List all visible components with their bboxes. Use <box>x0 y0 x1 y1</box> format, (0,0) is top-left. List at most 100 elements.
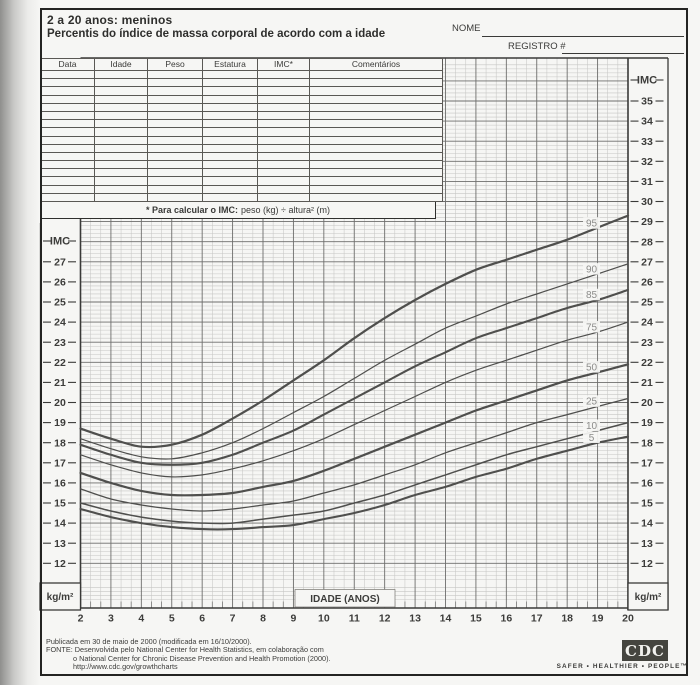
table-cell <box>94 135 148 145</box>
y-tick-right-21: 21 <box>641 377 653 389</box>
table-cell <box>40 78 95 88</box>
table-cell <box>309 94 443 104</box>
x-tick-14: 14 <box>440 613 452 625</box>
page-title: 2 a 20 anos: meninos <box>47 13 173 27</box>
y-tick-left-19: 19 <box>54 417 66 429</box>
table-cell <box>94 160 148 170</box>
registro-label: REGISTRO # <box>508 41 566 52</box>
y-tick-left-21: 21 <box>54 377 66 389</box>
table-cell <box>202 86 258 96</box>
table-cell <box>40 168 95 178</box>
footer-line: FONTE: Desenvolvida pelo National Center… <box>46 645 324 655</box>
y-axis-right: IMC 35 34 33 32 31 30 29 28 27 26 25 24 23 22 21 20 19 18 1… <box>627 75 669 611</box>
table-cell <box>202 143 258 153</box>
y-tick-left-20: 20 <box>54 397 66 409</box>
y-tick-left-12: 12 <box>54 558 66 570</box>
column-header-1: Data <box>40 58 95 71</box>
table-cell <box>147 110 203 121</box>
table-cell <box>147 192 203 203</box>
footer-notes: Publicada em 30 de maio de 2000 (modific… <box>46 637 331 672</box>
x-tick-3: 3 <box>108 613 114 625</box>
table-cell <box>40 160 95 170</box>
y-tick-right-30: 30 <box>641 196 653 208</box>
y-tick-right-32: 32 <box>641 156 653 168</box>
table-cell <box>202 160 258 170</box>
x-tick-6: 6 <box>199 613 205 625</box>
footer-line: o National Center for Chronic Disease Pr… <box>73 653 331 663</box>
percentile-curve-85 <box>79 288 630 466</box>
entry-table: Data Idade Peso Estatura IMC* Comentários <box>40 58 443 203</box>
formula-label: * Para calcular o IMC: <box>145 205 239 215</box>
table-row <box>40 160 443 170</box>
table-cell <box>147 135 203 145</box>
table-cell <box>147 119 203 129</box>
y-tick-left-25: 25 <box>54 297 66 309</box>
column-header-6: Comentários <box>309 58 443 71</box>
y-tick-left-17: 17 <box>54 457 66 469</box>
chart-header: 2 a 20 anos: meninos Percentis do índice… <box>47 13 385 40</box>
table-cell <box>202 102 258 112</box>
table-cell <box>40 184 95 194</box>
table-cell <box>40 143 95 153</box>
x-tick-20: 20 <box>622 613 634 625</box>
y-tick-right-27: 27 <box>641 256 653 268</box>
y-tick-right-16: 16 <box>641 478 653 490</box>
table-cell <box>40 151 95 162</box>
table-cell <box>309 102 443 112</box>
table-row <box>40 135 443 145</box>
table-cell <box>202 78 258 88</box>
table-cell <box>257 184 310 194</box>
table-row <box>40 192 443 203</box>
table-row <box>40 127 443 137</box>
x-tick-19: 19 <box>592 613 604 625</box>
y-tick-left-23: 23 <box>54 337 66 349</box>
x-tick-2: 2 <box>78 613 84 625</box>
svg-text:kg/m²: kg/m² <box>635 592 662 603</box>
x-axis-title: IDADE (ANOS) <box>310 594 379 605</box>
table-cell <box>257 151 310 162</box>
table-cell <box>257 168 310 178</box>
table-cell <box>40 176 95 186</box>
y-tick-left-24: 24 <box>54 317 66 329</box>
y-tick-left-18: 18 <box>54 437 66 449</box>
table-cell <box>40 110 95 121</box>
y-tick-right-28: 28 <box>641 236 653 248</box>
y-tick-right-12: 12 <box>641 558 653 570</box>
table-cell <box>257 102 310 112</box>
x-tick-7: 7 <box>230 613 236 625</box>
table-cell <box>94 69 148 80</box>
percentile-labels: 95 90 85 75 50 25 105 <box>583 217 600 444</box>
table-cell <box>94 127 148 137</box>
table-cell <box>147 127 203 137</box>
percentile-curve-10 <box>79 421 629 525</box>
y-tick-right-19: 19 <box>641 417 653 429</box>
table-cell <box>40 192 95 203</box>
scan-edge-artifact <box>0 0 40 685</box>
table-row <box>40 151 443 162</box>
table-cell <box>202 184 258 194</box>
table-cell <box>94 168 148 178</box>
registro-field-line <box>562 40 684 54</box>
table-cell <box>257 94 310 104</box>
y-tick-right-15: 15 <box>641 498 653 510</box>
table-cell <box>309 151 443 162</box>
y-tick-left-14: 14 <box>54 518 66 530</box>
table-cell <box>40 102 95 112</box>
table-cell <box>309 119 443 129</box>
table-cell <box>257 86 310 96</box>
percentile-curve-5 <box>79 435 630 531</box>
table-row <box>40 143 443 153</box>
table-row <box>40 168 443 178</box>
table-cell <box>309 110 443 121</box>
y-tick-right-34: 34 <box>641 116 653 128</box>
table-cell <box>257 127 310 137</box>
table-header-row: Data Idade Peso Estatura IMC* Comentários <box>40 58 443 71</box>
table-cell <box>309 78 443 88</box>
table-cell <box>147 184 203 194</box>
table-cell <box>202 151 258 162</box>
y-tick-right-22: 22 <box>641 357 653 369</box>
table-cell <box>257 192 310 203</box>
y-axis-left: IMC 27 26 25 24 23 22 21 20 19 18 17 16 15 14 13 12 kg/m² <box>39 236 82 611</box>
table-cell <box>202 176 258 186</box>
